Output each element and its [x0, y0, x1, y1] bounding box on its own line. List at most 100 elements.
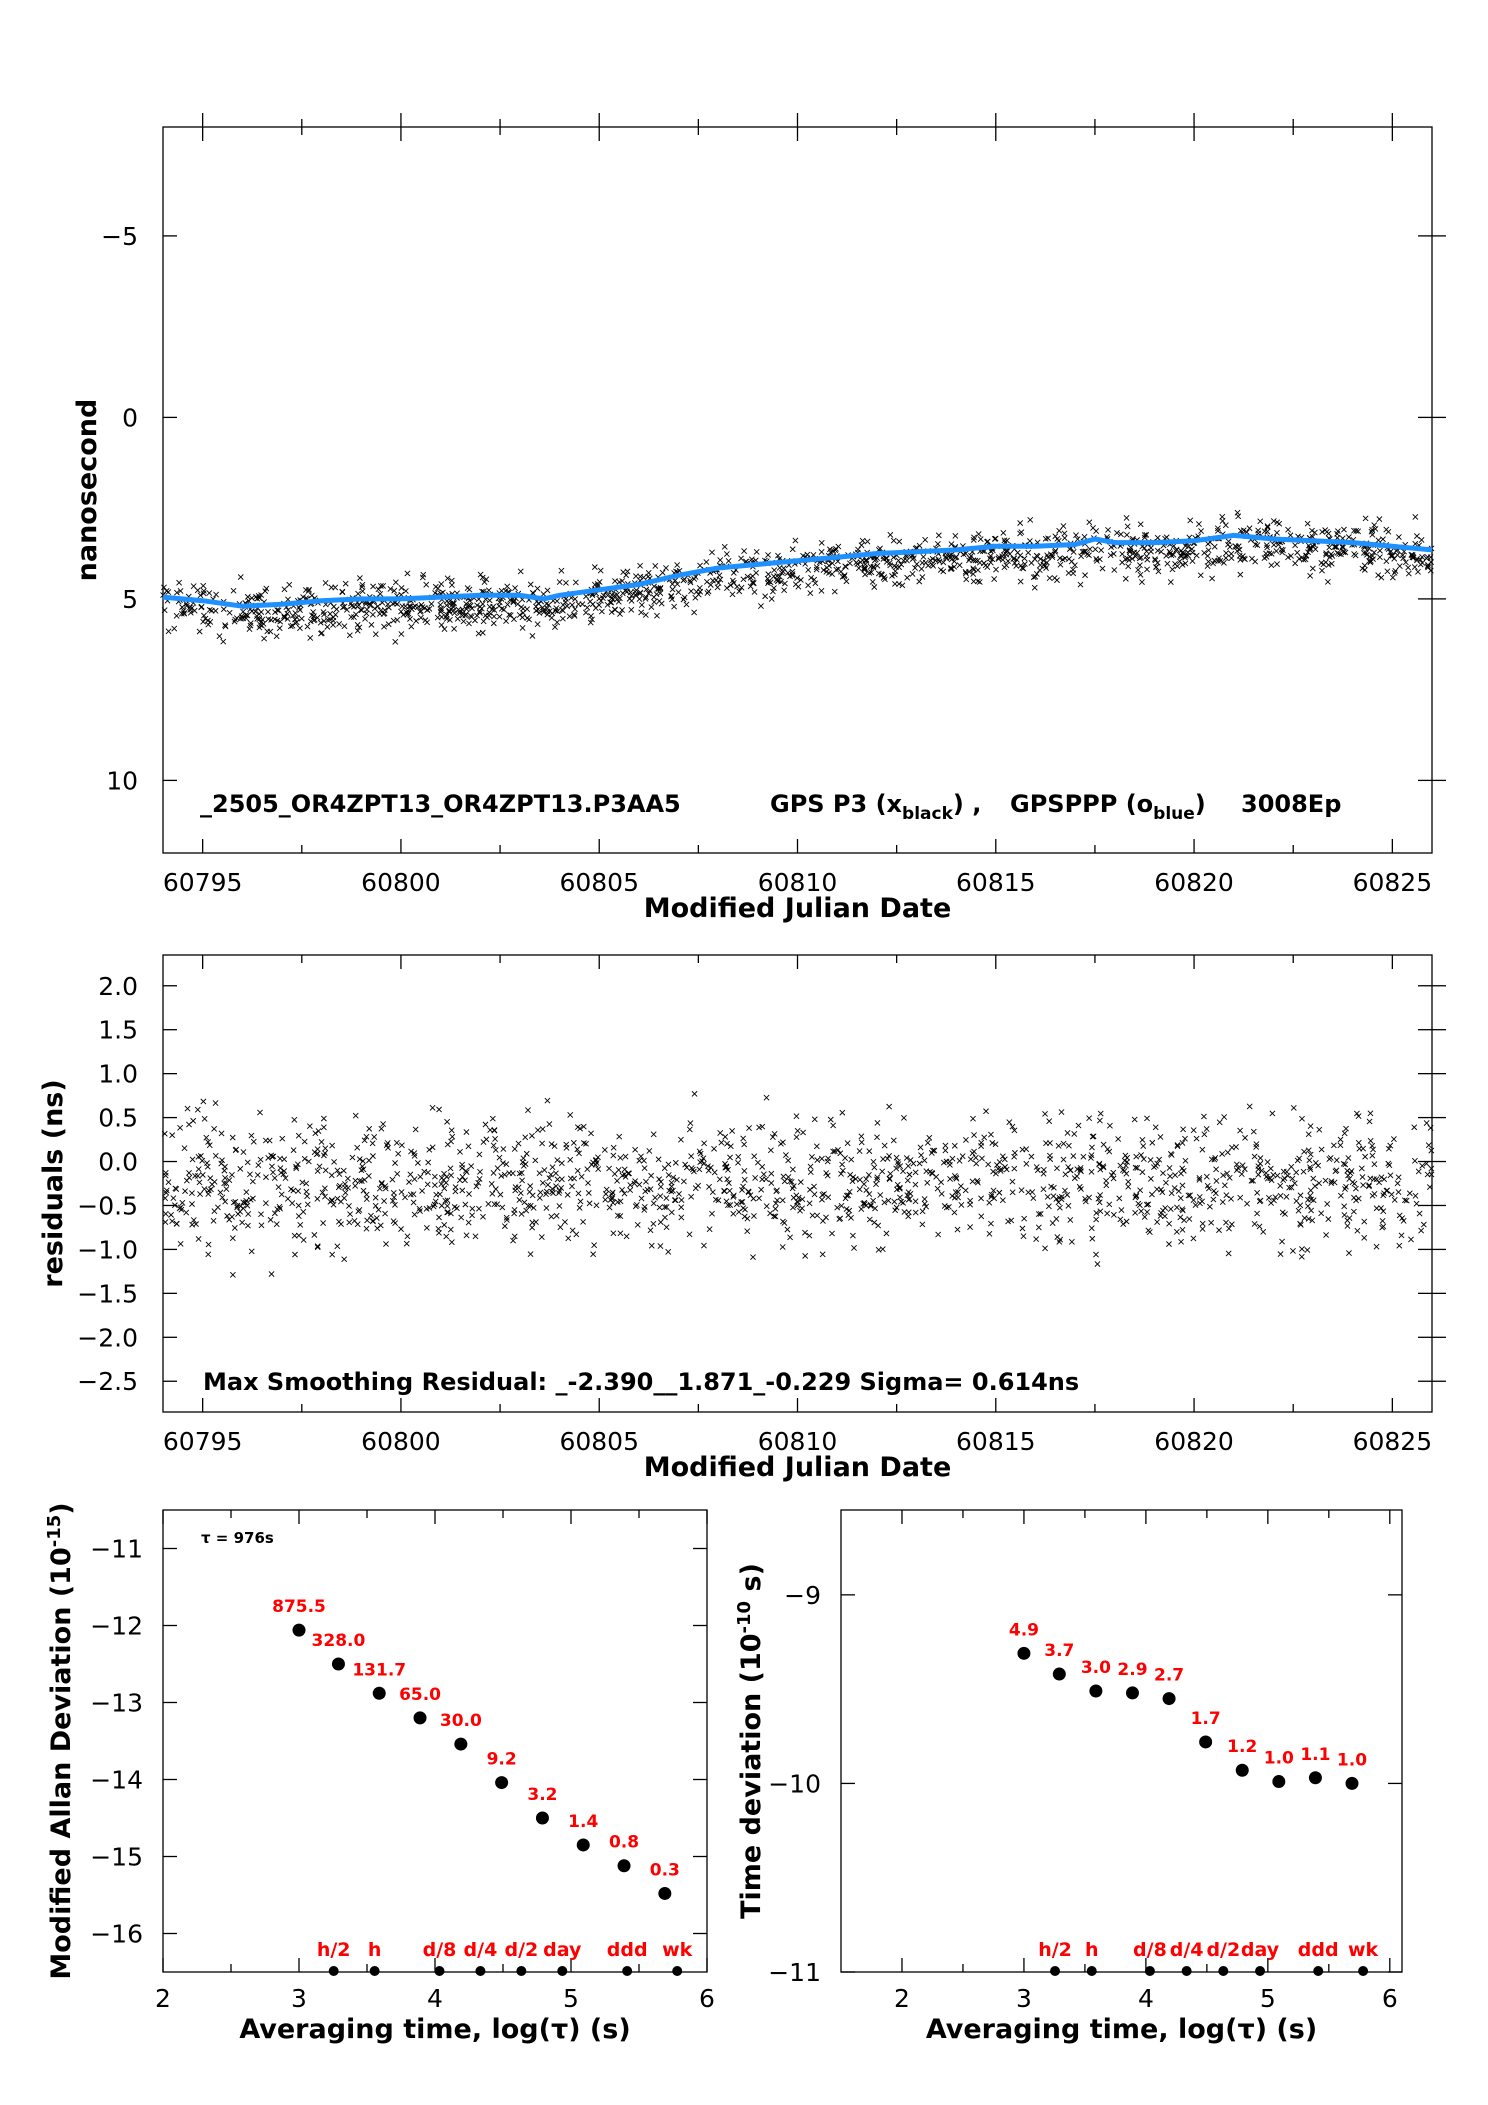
point-mark	[838, 568, 844, 575]
residual-mark	[585, 1190, 592, 1196]
point-mark	[1037, 556, 1044, 562]
point-mark	[1307, 544, 1313, 551]
residual-mark	[802, 1229, 808, 1236]
residual-mark	[1307, 1123, 1314, 1130]
residual-mark	[1208, 1156, 1215, 1163]
residual-mark	[959, 1153, 966, 1160]
residual-mark	[371, 1134, 378, 1140]
point-mark	[651, 594, 657, 601]
residual-mark	[1174, 1143, 1181, 1150]
point-mark	[1182, 552, 1189, 559]
residual-mark	[1277, 1251, 1284, 1258]
point-mark	[991, 535, 998, 542]
point-mark	[363, 610, 370, 617]
y-tick-label: −10	[768, 1769, 821, 1798]
residual-mark	[1118, 1207, 1125, 1213]
point-mark	[443, 602, 450, 609]
residual-mark	[1370, 1146, 1376, 1153]
residual-mark	[1291, 1180, 1298, 1187]
point-mark	[1152, 557, 1159, 564]
point-mark	[286, 581, 293, 588]
residual-mark	[1362, 1153, 1369, 1160]
point-mark	[903, 553, 910, 560]
residual-mark	[971, 1132, 977, 1138]
point-mark	[1285, 554, 1291, 561]
point-mark	[398, 584, 405, 591]
residual-mark	[1406, 1190, 1413, 1197]
point-mark	[1270, 541, 1277, 548]
point-mark	[440, 589, 446, 596]
residual-mark	[807, 1169, 814, 1176]
residual-mark	[217, 1189, 224, 1196]
residual-mark	[1226, 1225, 1232, 1232]
residual-mark	[1371, 1190, 1378, 1197]
residual-mark	[577, 1125, 583, 1132]
point-mark	[208, 607, 215, 614]
point-mark	[642, 612, 649, 618]
residual-mark	[443, 1179, 449, 1186]
point-mark	[750, 580, 756, 587]
residual-mark	[243, 1197, 250, 1204]
point-mark	[163, 588, 170, 594]
residual-mark	[730, 1192, 737, 1199]
residual-mark	[1341, 1130, 1348, 1137]
y-tick-label: −2.5	[77, 1367, 138, 1396]
residual-mark	[189, 1190, 195, 1197]
point-mark	[1174, 563, 1181, 570]
residual-mark	[1310, 1175, 1317, 1182]
point-mark	[572, 579, 579, 586]
residual-mark	[523, 1150, 530, 1157]
point-mark	[423, 581, 430, 588]
point-mark	[940, 559, 947, 566]
residual-mark	[469, 1205, 476, 1212]
residual-mark	[248, 1248, 255, 1255]
point-mark	[1361, 562, 1368, 569]
point-mark	[1419, 554, 1426, 560]
point-mark	[1268, 550, 1275, 557]
point-mark	[832, 547, 839, 554]
point-mark	[1086, 519, 1093, 526]
residual-mark	[242, 1199, 249, 1206]
residual-mark	[1307, 1192, 1314, 1199]
residual-mark	[182, 1188, 188, 1195]
point-mark	[355, 590, 362, 597]
residual-mark	[1065, 1202, 1072, 1209]
residual-mark	[800, 1129, 807, 1136]
residual-mark	[591, 1242, 598, 1249]
point-mark	[202, 615, 209, 622]
point-mark	[1228, 550, 1235, 557]
deviation-label: 875.5	[272, 1597, 326, 1617]
point-mark	[820, 567, 827, 574]
residual-mark	[1359, 1174, 1366, 1180]
residual-mark	[794, 1199, 801, 1206]
residual-mark	[896, 1184, 903, 1191]
point-mark	[438, 607, 445, 614]
deviation-point	[1017, 1646, 1031, 1660]
point-mark	[173, 589, 180, 596]
residual-mark	[779, 1244, 786, 1250]
residual-mark	[1064, 1191, 1071, 1198]
point-mark	[663, 565, 669, 571]
residual-mark	[1212, 1154, 1219, 1161]
residual-mark	[435, 1225, 442, 1232]
deviation-label: 0.3	[650, 1860, 680, 1880]
residual-mark	[887, 1170, 894, 1177]
point-mark	[1209, 575, 1215, 582]
residual-mark	[1400, 1217, 1407, 1224]
point-mark	[598, 597, 604, 604]
point-mark	[782, 580, 788, 587]
residual-mark	[741, 1141, 748, 1148]
plot-frame	[840, 1509, 1403, 1973]
residual-mark	[510, 1237, 517, 1244]
residual-mark	[411, 1211, 418, 1218]
residual-mark	[270, 1153, 277, 1160]
point-mark	[703, 559, 710, 565]
point-mark	[490, 620, 497, 627]
residual-mark	[299, 1179, 306, 1186]
point-mark	[200, 618, 207, 625]
residual-mark	[456, 1177, 463, 1184]
point-mark	[459, 612, 466, 619]
x-tick-label: 60800	[361, 1427, 441, 1456]
residual-mark	[1179, 1226, 1186, 1233]
point-mark	[201, 612, 207, 619]
